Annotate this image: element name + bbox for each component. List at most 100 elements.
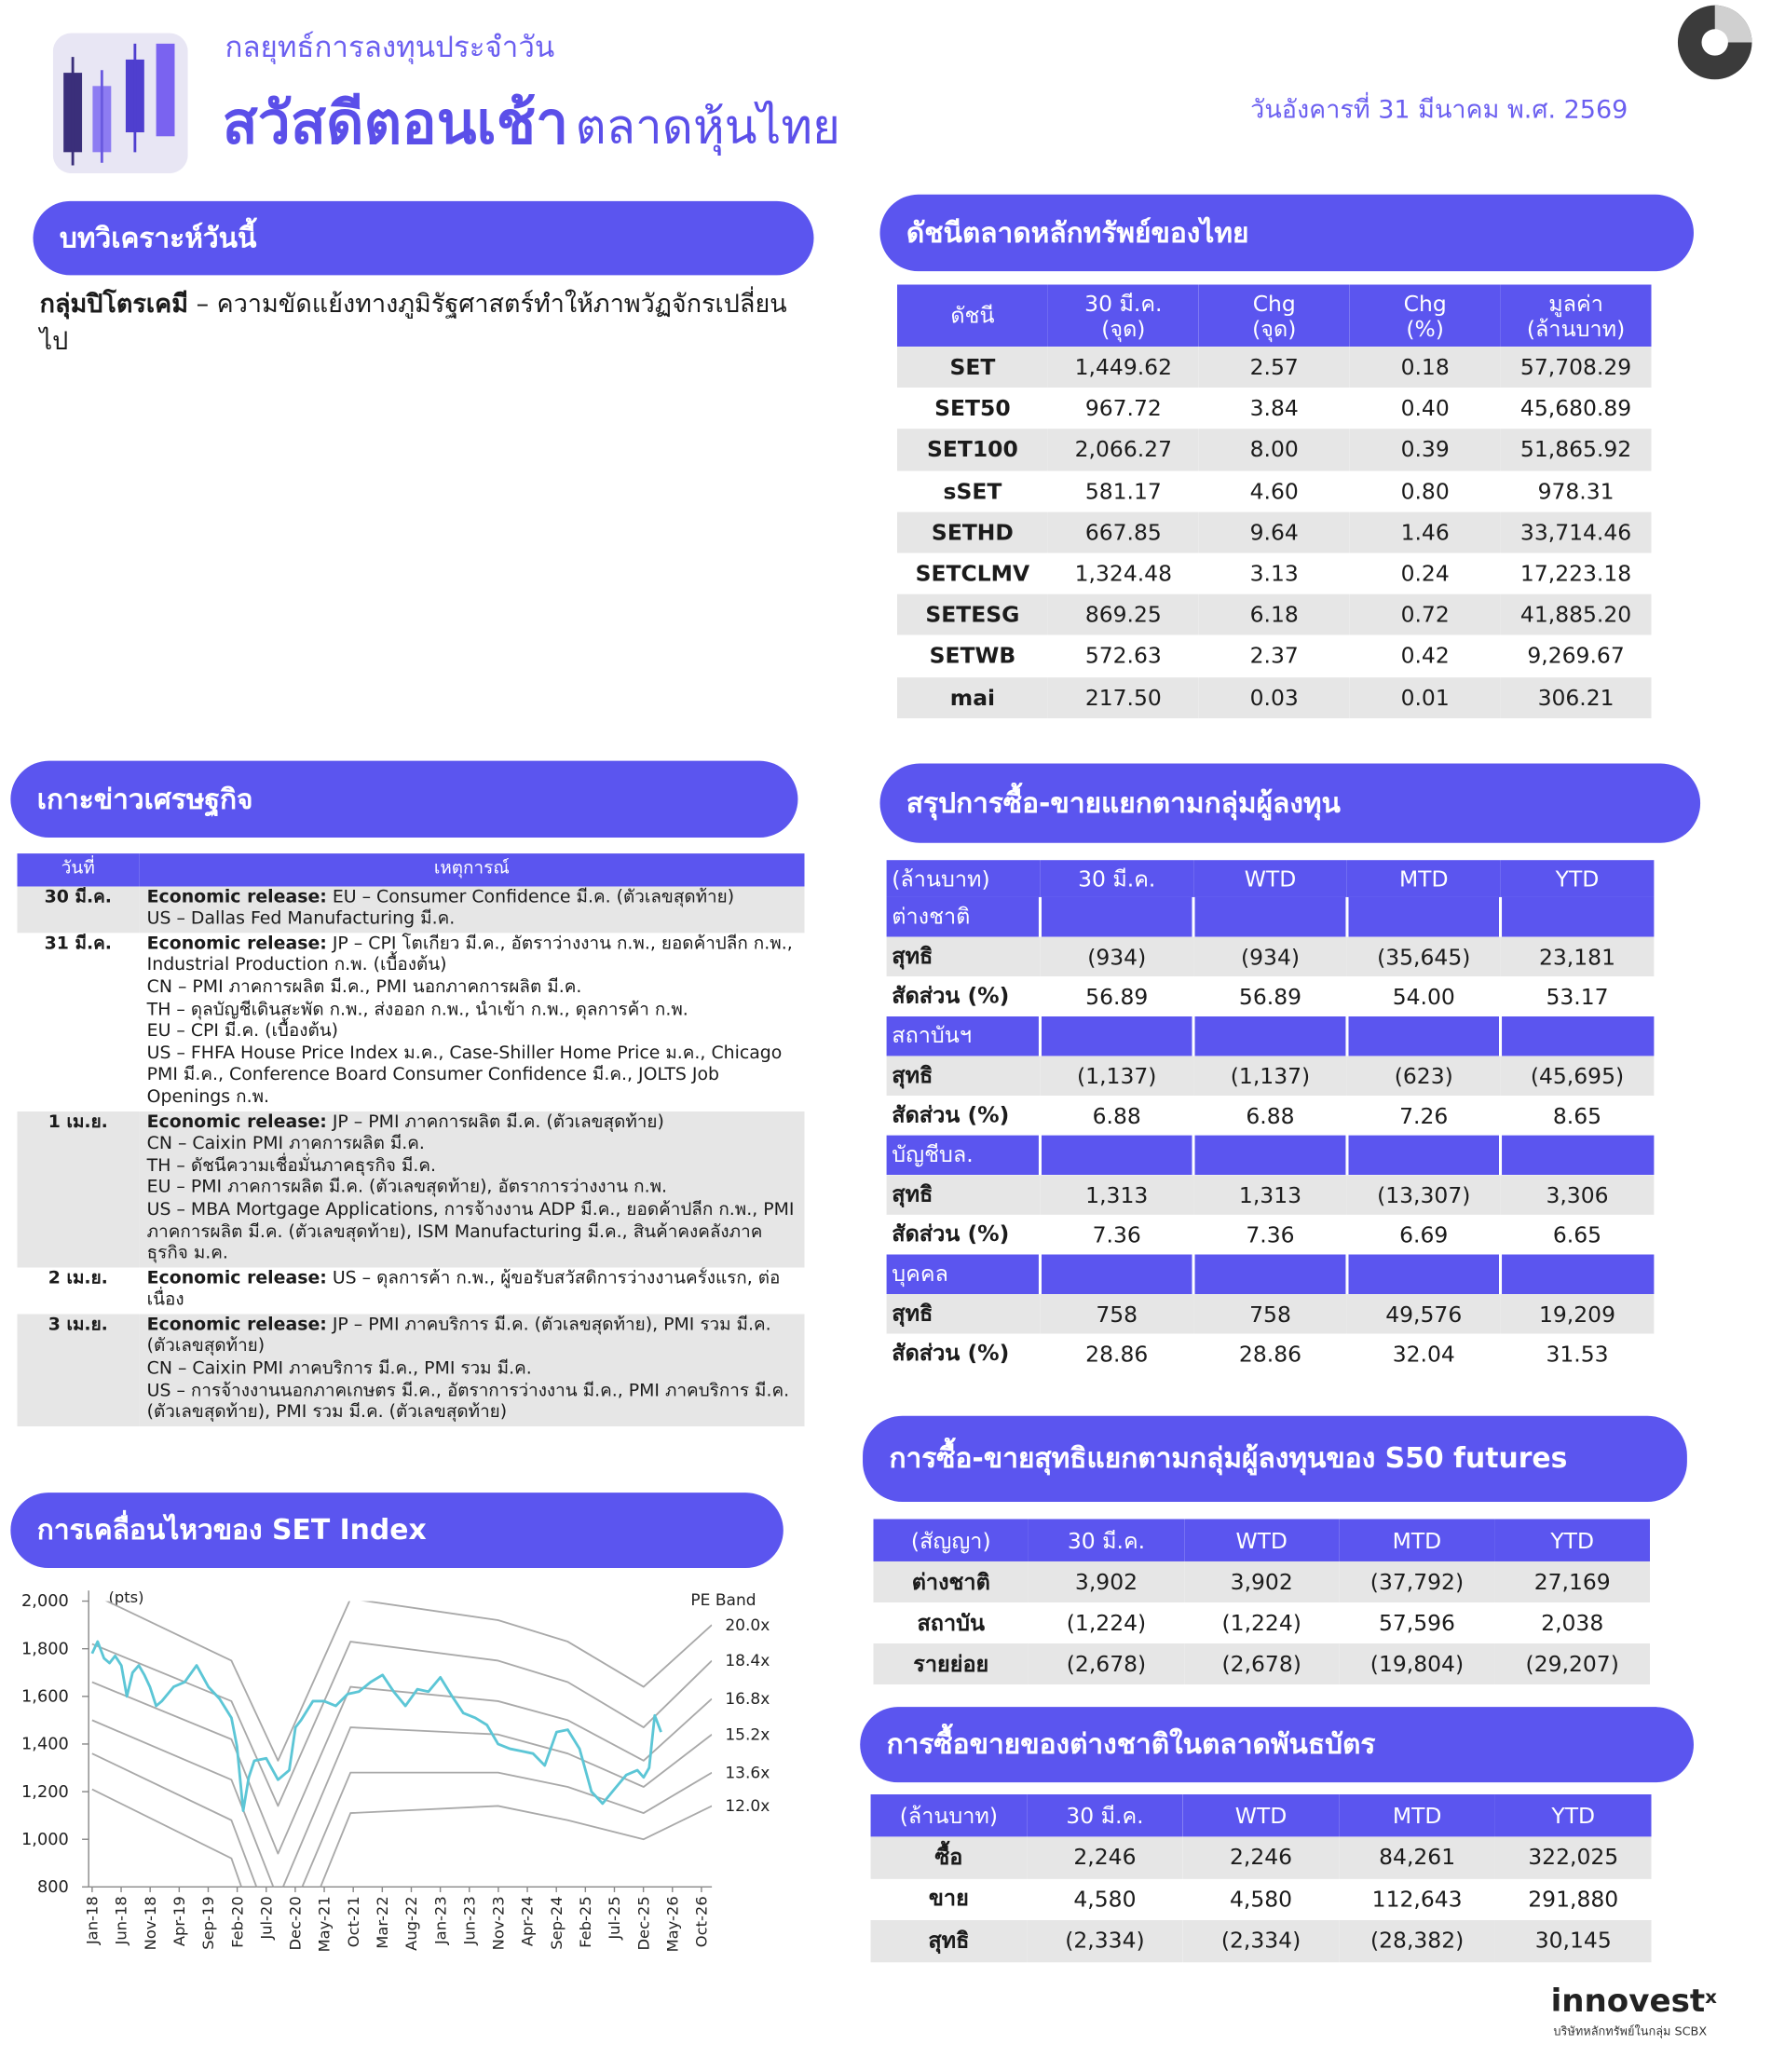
cell: 1.46 <box>1349 511 1501 553</box>
release-label: Economic release: <box>146 887 327 907</box>
cell: 3,306 <box>1500 1175 1655 1215</box>
cell: 1,313 <box>1193 1175 1347 1215</box>
column-header: มูลค่า (ล้านบาท) <box>1500 284 1652 348</box>
cell: (934) <box>1040 936 1194 977</box>
group-spacer <box>1345 1016 1501 1056</box>
news-text: TH – ดุลบัญชีเดินสะพัด ก.พ., ส่งออก ก.พ.… <box>146 1000 688 1020</box>
cell: 3,902 <box>1029 1561 1184 1602</box>
group-spacer <box>1038 896 1194 937</box>
x-tick-label: Jul-20 <box>257 1896 275 1940</box>
cell: (2,678) <box>1183 1643 1340 1685</box>
group-row: ต่างชาติ <box>886 896 1655 937</box>
news-line: US – FHFA House Price Index ม.ค., Case-S… <box>147 1043 797 1110</box>
release-label: Economic release: <box>146 1268 327 1288</box>
column-header: MTD <box>1339 1519 1495 1561</box>
cell: ซื้อ <box>870 1836 1028 1879</box>
table-row: SETCLMV 1,324.48 3.13 0.24 17,223.18 <box>897 553 1652 594</box>
cell: 1,324.48 <box>1074 561 1173 587</box>
cell: ขาย <box>928 1886 969 1912</box>
series-line <box>90 1640 662 1812</box>
series-line <box>91 1719 713 1888</box>
y-tick-label: 2,000 <box>21 1592 69 1611</box>
news-events: Economic release: JP – CPI โตเกียว มี.ค.… <box>139 933 804 1111</box>
cell: 758 <box>1193 1294 1347 1334</box>
series-line <box>104 1601 713 1762</box>
band-label: 20.0x <box>725 1616 770 1635</box>
news-line: EU – PMI ภาคการผลิต มี.ค. (ตัวเลขสุดท้าย… <box>147 1179 797 1201</box>
cell: 306.21 <box>1500 676 1652 718</box>
table-row: สุทธิ (934) (934) (35,645) 23,181 <box>886 936 1655 977</box>
group-spacer <box>1038 1016 1194 1056</box>
column-header: (สัญญา) <box>873 1519 1029 1561</box>
column-header: (ล้านบาท) <box>870 1793 1028 1837</box>
news-row: 3 เม.ย. Economic release: JP – PMI ภาคบริ… <box>17 1314 805 1426</box>
cell: 84,261 <box>1339 1836 1495 1879</box>
column-header: WTD <box>1193 860 1347 897</box>
table-row: SET100 2,066.27 8.00 0.39 51,865.92 <box>896 429 1652 471</box>
footer-tagline: บริษัทหลักทรัพย์ในกลุ่ม SCBX <box>1553 2025 1708 2039</box>
cell: (1,137) <box>1040 1056 1194 1097</box>
analysis-text: กลุ่มปิโตรเคมี – ความขัดแย้งทางภูมิรัฐศา… <box>40 286 795 361</box>
cell: 33,714.46 <box>1500 511 1652 553</box>
cell: 0.24 <box>1400 561 1450 587</box>
series-line <box>91 1788 713 1888</box>
cell: 572.63 <box>1084 643 1162 669</box>
group-row: บุคคล <box>886 1254 1655 1295</box>
group-spacer <box>1499 1254 1655 1295</box>
table-row: SETWB 572.63 2.37 0.42 9,269.67 <box>897 635 1652 676</box>
table-row: สัดส่วน (%) 6.88 6.88 7.26 8.65 <box>887 1096 1655 1136</box>
x-tick-label: May-26 <box>663 1896 681 1952</box>
group-name: บัญชีบล. <box>886 1135 1041 1176</box>
cell: 6.18 <box>1198 593 1350 636</box>
cell: 8.65 <box>1552 1102 1602 1128</box>
series-line <box>91 1641 713 1807</box>
y-tick-label: 1,400 <box>21 1736 69 1754</box>
group-spacer <box>1192 1254 1347 1295</box>
x-tick-label: Apr-19 <box>170 1896 188 1946</box>
cell: 2,038 <box>1541 1610 1604 1636</box>
news-date: 30 มี.ค. <box>17 886 140 934</box>
cell: 0.39 <box>1349 429 1501 471</box>
news-events: Economic release: EU – Consumer Confiden… <box>139 886 805 934</box>
cell: 17,223.18 <box>1519 561 1632 587</box>
news-line: Economic release: JP – PMI ภาคบริการ มี.… <box>147 1315 797 1359</box>
cell: 31.53 <box>1546 1341 1609 1367</box>
section-header: การเคลื่อนไหวของ SET Index <box>10 1493 783 1569</box>
cell: 32.04 <box>1392 1341 1455 1367</box>
group-spacer <box>1499 1016 1655 1056</box>
series-line <box>91 1752 713 1888</box>
table-row: SETESG 869.25 6.18 0.72 41,885.20 <box>896 593 1652 636</box>
group-name: สถาบันฯ <box>886 1016 1041 1056</box>
cell: SET100 <box>896 429 1048 471</box>
cell: 6.69 <box>1399 1221 1449 1247</box>
news-text: EU – Consumer Confidence มี.ค. (ตัวเลขสุ… <box>332 887 735 907</box>
column-header: 30 มี.ค. <box>1027 1793 1183 1837</box>
column-header: YTD <box>1494 1793 1652 1837</box>
cell: 1,313 <box>1040 1175 1194 1215</box>
column-header: (ล้านบาท) <box>886 860 1041 897</box>
column-header: เหตุการณ์ <box>139 853 805 887</box>
cell: 8.00 <box>1198 429 1350 471</box>
table-row: สัดส่วน (%) 7.36 7.36 6.69 6.65 <box>887 1215 1655 1255</box>
column-header: ดัชนี <box>896 284 1048 348</box>
plot <box>90 1601 713 1888</box>
cell: 112,643 <box>1371 1886 1463 1912</box>
header-row: (ล้านบาท) 30 มี.ค. WTD MTD YTD <box>886 860 1655 897</box>
cell: 978.31 <box>1537 478 1615 504</box>
header-row: (ล้านบาท) 30 มี.ค. WTD MTD YTD <box>870 1793 1652 1837</box>
news-line: US – MBA Mortgage Applications, การจ้างง… <box>147 1200 797 1266</box>
x-tick-label: Apr-24 <box>519 1896 537 1946</box>
band-label: 16.8x <box>725 1690 770 1709</box>
cell: SETWB <box>929 643 1016 669</box>
cell: (29,207) <box>1494 1643 1651 1685</box>
news-line: CN – PMI ภาคการผลิต มี.ค., PMI นอกภาคการ… <box>147 978 797 1001</box>
cell: (45,695) <box>1500 1056 1655 1097</box>
y-axis-label: (pts) <box>108 1588 143 1606</box>
group-spacer <box>1038 1135 1194 1176</box>
cell: สุทธิ <box>870 1919 1028 1962</box>
band-label: 18.4x <box>725 1652 770 1670</box>
news-text: JP – PMI ภาคการผลิต มี.ค. (ตัวเลขสุดท้าย… <box>332 1111 664 1133</box>
table-row: สถาบัน (1,224) (1,224) 57,596 2,038 <box>873 1602 1650 1643</box>
cell: 322,025 <box>1494 1836 1652 1879</box>
cell: 6.88 <box>1092 1102 1141 1128</box>
